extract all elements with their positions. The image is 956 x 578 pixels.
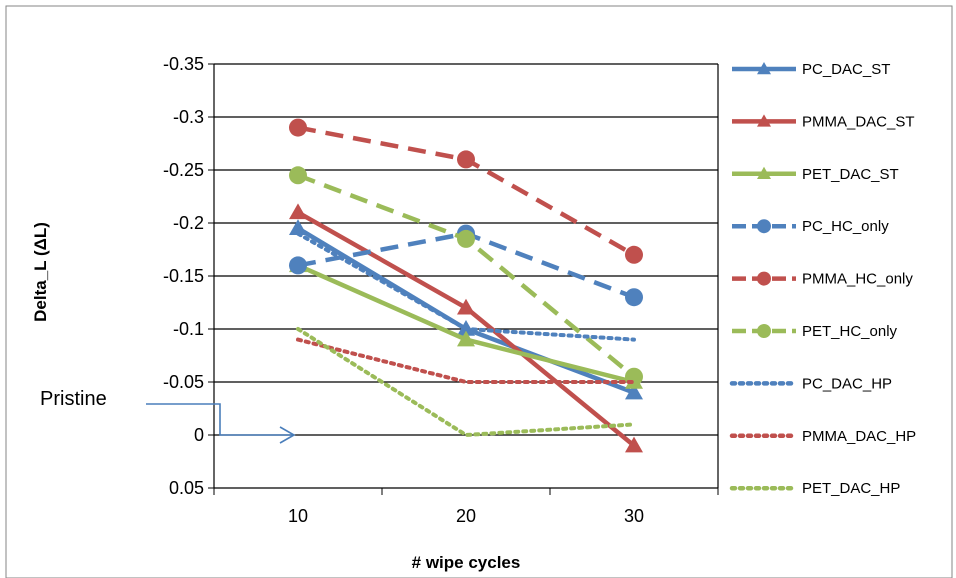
data-point-circle <box>625 245 643 264</box>
series-PMMA_DAC_HP <box>296 337 636 384</box>
arrow-head-icon <box>279 426 296 444</box>
x-tick-label: 20 <box>456 506 476 526</box>
annotation: Pristine <box>40 388 296 444</box>
legend-label: PC_DAC_HP <box>802 375 892 392</box>
data-point-circle <box>289 118 307 137</box>
data-point-circle <box>289 166 307 185</box>
y-tick-label: -0.1 <box>173 319 204 339</box>
data-point-triangle <box>757 166 771 180</box>
legend-item: PET_DAC_HP <box>729 480 900 497</box>
legend-item: PC_HC_only <box>732 218 889 235</box>
data-point-triangle <box>289 219 307 236</box>
legend-label: PMMA_DAC_HP <box>802 428 916 445</box>
legend-item: PET_HC_only <box>732 323 898 340</box>
data-point-circle <box>757 219 771 234</box>
y-axis-title: Delta_L (ΔL) <box>31 222 50 322</box>
legend-label: PMMA_HC_only <box>802 271 913 288</box>
y-tick-label: -0.3 <box>173 107 204 127</box>
y-tick-label: 0 <box>194 425 204 445</box>
series-PET_DAC_HP <box>296 327 636 437</box>
legend-item: PMMA_DAC_HP <box>729 428 916 445</box>
y-tick-label: -0.25 <box>163 160 204 180</box>
data-point-triangle <box>457 298 475 315</box>
series-line <box>296 231 636 342</box>
series-line <box>296 337 636 384</box>
data-point-triangle <box>625 383 643 400</box>
series-PC_DAC_HP <box>296 231 636 342</box>
y-tick-label: -0.35 <box>163 54 204 74</box>
chart-border <box>5 5 953 578</box>
y-tick-label: -0.15 <box>163 266 204 286</box>
series-PET_HC_only <box>289 166 643 386</box>
gridlines <box>214 63 718 489</box>
legend-item: PET_DAC_ST <box>732 166 899 183</box>
data-point-circle <box>757 324 771 338</box>
data-point-triangle <box>757 62 771 75</box>
series-PMMA_DAC_ST <box>289 203 643 453</box>
legend-item: PMMA_HC_only <box>732 271 913 288</box>
x-tick-label: 30 <box>624 506 644 526</box>
series-PMMA_HC_only <box>289 118 643 264</box>
legend-label: PMMA_DAC_ST <box>802 113 915 130</box>
data-point-triangle <box>457 330 475 347</box>
legend-label: PET_DAC_ST <box>802 166 899 183</box>
data-point-triangle <box>289 203 307 220</box>
data-point-circle <box>625 288 643 307</box>
y-tick-label: -0.2 <box>173 213 204 233</box>
pristine-label: Pristine <box>40 388 107 410</box>
legend-item: PC_DAC_HP <box>729 375 892 392</box>
legend-label: PET_HC_only <box>802 323 898 340</box>
x-axis-title: # wipe cycles <box>412 553 521 572</box>
x-tick-label: 10 <box>288 506 308 526</box>
series-lines <box>289 118 643 453</box>
data-point-circle <box>457 150 475 169</box>
legend-item: PMMA_DAC_ST <box>732 113 915 130</box>
legend-item: PC_DAC_ST <box>732 61 890 78</box>
data-point-circle <box>757 271 771 286</box>
axes: -0.35 -0.3 -0.25 -0.2 -0.15 -0.1 -0.05 0 0.05 10 2… <box>163 54 719 526</box>
legend-label: PET_DAC_HP <box>802 480 900 497</box>
data-point-triangle <box>757 114 771 127</box>
y-tick-label: 0.05 <box>169 478 204 498</box>
data-point-circle <box>457 229 475 248</box>
series-line <box>296 327 636 437</box>
pristine-arrow-line <box>146 403 292 436</box>
data-point-circle <box>289 256 307 275</box>
legend: PC_DAC_ST PMMA_DAC_ST PET_DAC_ST PC_HC_only… <box>729 61 916 497</box>
data-point-triangle <box>625 436 643 453</box>
y-tick-label: -0.05 <box>163 372 204 392</box>
legend-label: PC_HC_only <box>802 218 889 235</box>
legend-label: PC_DAC_ST <box>802 61 890 78</box>
